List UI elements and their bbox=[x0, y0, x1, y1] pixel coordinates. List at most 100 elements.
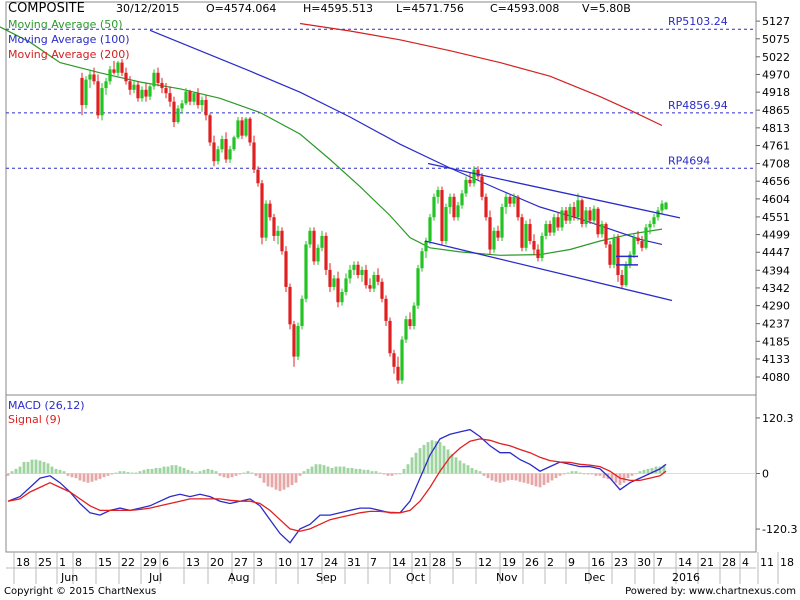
candle-body bbox=[472, 169, 476, 184]
macd-histogram-bar bbox=[94, 473, 98, 481]
candle-body bbox=[404, 319, 408, 340]
macd-histogram-bar bbox=[434, 441, 438, 474]
candle-body bbox=[372, 275, 376, 289]
macd-histogram-bar bbox=[478, 471, 482, 474]
moving-average-line bbox=[0, 26, 663, 256]
macd-histogram-bar bbox=[154, 467, 158, 474]
macd-histogram-bar bbox=[598, 473, 602, 476]
candle-body bbox=[216, 149, 220, 162]
candle-body bbox=[432, 196, 436, 218]
candle-body bbox=[444, 207, 448, 242]
candle-body bbox=[476, 169, 480, 177]
candle-body bbox=[92, 74, 96, 82]
macd-histogram-bar bbox=[486, 473, 490, 479]
candle-body bbox=[104, 81, 108, 89]
x-tick-label: 14 bbox=[392, 556, 406, 569]
macd-histogram-bar bbox=[498, 473, 502, 483]
macd-histogram-bar bbox=[74, 473, 78, 479]
macd-histogram-bar bbox=[158, 467, 162, 474]
macd-histogram-bar bbox=[22, 461, 26, 474]
candle-body bbox=[448, 196, 452, 208]
reference-line-label: RP4856.94 bbox=[668, 99, 728, 112]
macd-histogram-bar bbox=[530, 473, 534, 486]
candle-body bbox=[608, 244, 612, 265]
y-tick-label: 4080 bbox=[762, 371, 790, 384]
macd-histogram-bar bbox=[110, 473, 114, 475]
macd-histogram-bar bbox=[374, 471, 378, 474]
candle-body bbox=[324, 235, 328, 270]
candle-body bbox=[588, 210, 592, 221]
x-tick-label: 9 bbox=[568, 556, 575, 569]
x-tick-label: 21 bbox=[414, 556, 428, 569]
legend-ma50: Moving Average (50) bbox=[8, 18, 123, 31]
candle-body bbox=[176, 108, 180, 123]
close-label: C=4593.008 bbox=[490, 2, 560, 15]
macd-histogram-bar bbox=[294, 473, 298, 483]
macd-histogram-bar bbox=[14, 468, 18, 474]
candle-body bbox=[80, 77, 84, 106]
high-label: H=4595.513 bbox=[303, 2, 373, 15]
macd-histogram-bar bbox=[446, 449, 450, 474]
x-tick-label: 7 bbox=[656, 556, 663, 569]
y-tick-label: 4761 bbox=[762, 140, 790, 153]
reference-line-label: RP5103.24 bbox=[668, 15, 728, 28]
macd-histogram-bar bbox=[578, 472, 582, 474]
x-tick-label: 5 bbox=[455, 556, 462, 569]
candle-body bbox=[248, 118, 252, 143]
y-tick-label: 4447 bbox=[762, 246, 790, 259]
candle-body bbox=[192, 93, 196, 102]
macd-histogram-bar bbox=[306, 468, 310, 474]
x-tick-label: 10 bbox=[278, 556, 292, 569]
macd-histogram-bar bbox=[38, 460, 42, 474]
candle-body bbox=[496, 230, 500, 238]
x-tick-label: 25 bbox=[38, 556, 52, 569]
candle-body bbox=[164, 88, 168, 94]
x-tick-label: 30 bbox=[637, 556, 651, 569]
date-label: 30/12/2015 bbox=[116, 2, 180, 15]
candle-body bbox=[456, 205, 460, 218]
candle-body bbox=[396, 366, 400, 381]
candle-body bbox=[536, 249, 540, 259]
candle-body bbox=[240, 120, 244, 136]
macd-histogram-bar bbox=[178, 466, 182, 474]
x-tick-label: 24 bbox=[324, 556, 338, 569]
powered-by-link[interactable]: Powered by: www.chartnexus.com bbox=[625, 586, 796, 597]
macd-histogram-bar bbox=[602, 473, 606, 479]
macd-histogram-bar bbox=[54, 468, 58, 474]
y-tick-label: 4865 bbox=[762, 104, 790, 117]
candle-body bbox=[392, 353, 396, 367]
macd-histogram-bar bbox=[566, 472, 570, 474]
macd-histogram-bar bbox=[214, 471, 218, 474]
macd-histogram-bar bbox=[138, 471, 142, 474]
macd-histogram-bar bbox=[438, 442, 442, 474]
candle-body bbox=[100, 88, 104, 116]
legend-ma200: Moving Average (200) bbox=[8, 48, 130, 61]
candle-body bbox=[160, 82, 164, 89]
candle-body bbox=[376, 275, 380, 282]
macd-histogram-bar bbox=[370, 471, 374, 474]
macd-histogram-bar bbox=[134, 472, 138, 474]
macd-histogram-bar bbox=[506, 473, 510, 481]
macd-histogram-bar bbox=[190, 471, 194, 474]
macd-histogram-bar bbox=[86, 473, 90, 483]
candle-body bbox=[560, 210, 564, 228]
macd-histogram-bar bbox=[170, 465, 174, 474]
macd-histogram-bar bbox=[582, 473, 586, 475]
macd-histogram-bar bbox=[538, 473, 542, 488]
macd-histogram-bar bbox=[102, 473, 106, 478]
macd-histogram-bar bbox=[618, 473, 622, 486]
candle-body bbox=[128, 81, 132, 90]
candle-body bbox=[436, 190, 440, 197]
macd-histogram-bar bbox=[42, 461, 46, 474]
x-tick-label: 23 bbox=[614, 556, 628, 569]
macd-histogram-bar bbox=[554, 473, 558, 479]
macd-histogram-bar bbox=[30, 459, 34, 474]
candle-body bbox=[544, 224, 548, 236]
candle-body bbox=[644, 227, 648, 248]
plot-frame bbox=[5, 1, 757, 553]
macd-histogram-bar bbox=[570, 471, 574, 474]
legend-ma100: Moving Average (100) bbox=[8, 33, 130, 46]
macd-histogram-bar bbox=[166, 466, 170, 474]
candle-body bbox=[528, 224, 532, 242]
macd-histogram-bar bbox=[390, 473, 394, 476]
